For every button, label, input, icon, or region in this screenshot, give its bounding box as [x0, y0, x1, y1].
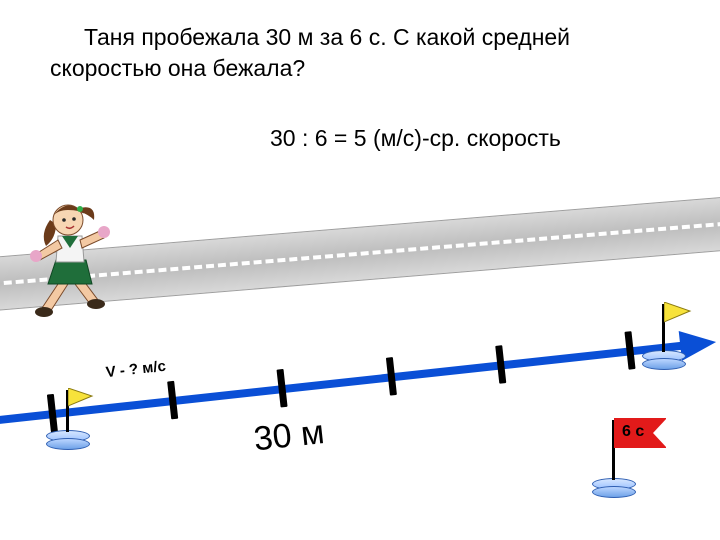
solution-text: 30 : 6 = 5 (м/с)-ср. скорость	[270, 125, 561, 152]
distance-label: 30 м	[252, 413, 326, 459]
red-flag-icon: 6 с	[614, 418, 666, 448]
problem-text: Таня пробежала 30 м за 6 с. С какой сред…	[50, 22, 650, 84]
speed-unknown-label: V - ? м/с	[105, 358, 167, 381]
time-label: 6 с	[622, 423, 644, 441]
yellow-pennant-icon	[68, 388, 94, 410]
yellow-pennant-icon	[664, 302, 692, 326]
number-line: V - ? м/с 30 м	[0, 336, 720, 418]
flag-stand-end	[642, 350, 684, 364]
slide-canvas: Таня пробежала 30 м за 6 с. С какой сред…	[0, 0, 720, 540]
flag-stand-start	[46, 430, 88, 444]
flag-stand-time: 6 с	[592, 478, 634, 492]
runner-girl-icon	[22, 200, 112, 320]
problem-line1: Таня пробежала 30 м за 6 с. С какой сред…	[84, 24, 570, 50]
arrow-shaft	[0, 341, 687, 426]
problem-line2: скоростью она бежала?	[50, 55, 305, 81]
